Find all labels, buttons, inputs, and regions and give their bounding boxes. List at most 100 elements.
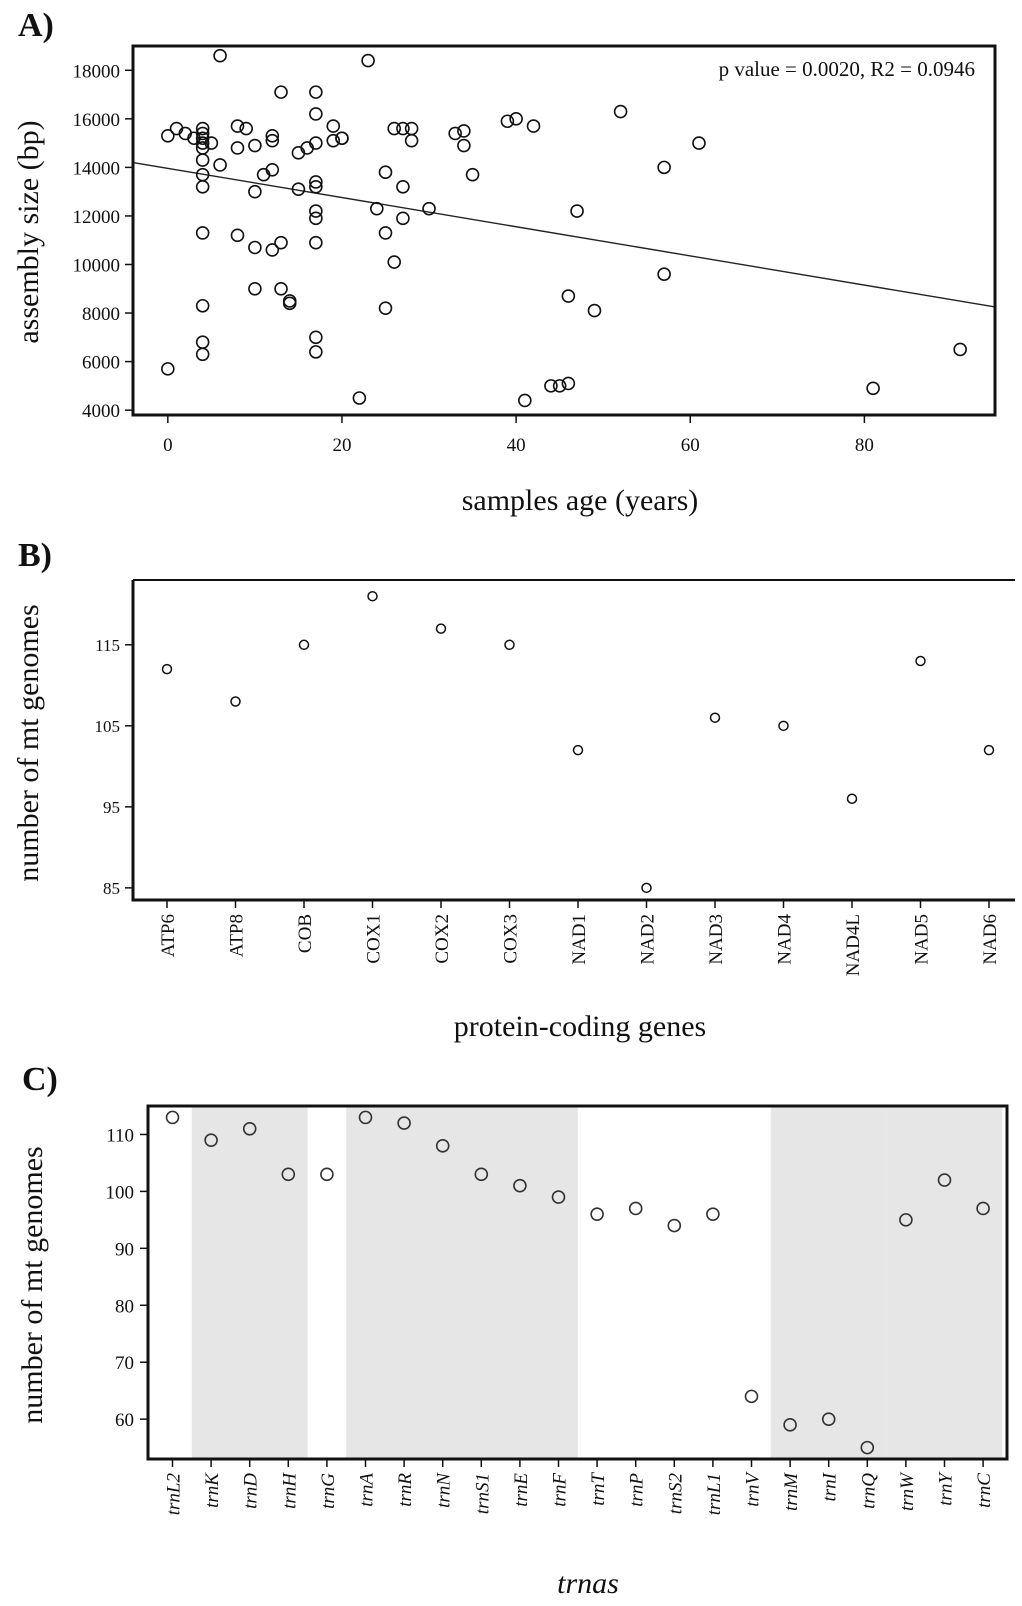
x-tick-label: 60: [681, 435, 700, 456]
y-tick-label: 8000: [82, 304, 120, 325]
data-point: [509, 112, 523, 126]
data-point: [309, 204, 323, 218]
data-point: [309, 180, 323, 194]
data-point: [396, 211, 410, 226]
data-point: [821, 1412, 836, 1426]
y-tick-label: 115: [95, 636, 120, 655]
data-point: [552, 379, 567, 393]
data-point: [320, 1167, 334, 1182]
plot-axes: [131, 580, 1015, 902]
data-point: [281, 1167, 296, 1182]
panel-c-xlabel: trnas: [557, 1567, 619, 1600]
data-point: [561, 376, 576, 391]
x-tick-label: trnI: [820, 1471, 841, 1501]
data-point: [465, 167, 480, 182]
x-tick-label: 40: [507, 435, 526, 456]
data-point: [387, 121, 402, 136]
data-point: [899, 1213, 913, 1227]
data-point: [378, 301, 393, 315]
data-point: [195, 136, 210, 150]
panel-b-letter: B): [18, 537, 52, 574]
data-point: [628, 1201, 643, 1216]
data-point: [309, 175, 323, 189]
data-point: [915, 655, 926, 667]
x-tick-label: NAD2: [638, 914, 659, 965]
shaded-band: [770, 1106, 887, 1459]
data-point: [457, 138, 471, 153]
data-point: [587, 303, 602, 318]
data-point: [274, 281, 288, 296]
x-tick-label: trnN: [434, 1472, 455, 1508]
data-point: [265, 163, 280, 177]
data-point: [474, 1167, 489, 1182]
data-point: [504, 639, 515, 651]
data-point: [326, 119, 341, 133]
data-point: [435, 623, 447, 634]
x-tick-label: ATP8: [227, 914, 248, 957]
y-tick-label: 95: [103, 798, 120, 817]
data-point: [213, 48, 227, 63]
data-point: [422, 201, 436, 216]
data-point: [239, 121, 253, 136]
panel-a-letter: A): [18, 7, 54, 44]
data-point: [378, 226, 393, 240]
y-tick-label: 90: [115, 1239, 134, 1260]
x-tick-label: trnC: [974, 1473, 995, 1508]
data-point: [230, 119, 245, 133]
data-point: [161, 663, 173, 675]
shaded-band: [346, 1106, 578, 1459]
data-point: [195, 335, 210, 349]
data-point: [161, 362, 175, 376]
data-point: [561, 289, 576, 303]
panel-a-xlabel: samples age (years): [462, 484, 699, 517]
regression-line: [132, 161, 996, 308]
data-point: [291, 182, 306, 197]
y-tick-label: 100: [106, 1182, 135, 1203]
data-point: [657, 160, 671, 175]
data-point: [274, 235, 288, 250]
x-tick-label: trnQ: [858, 1473, 879, 1509]
data-point: [369, 201, 384, 216]
y-tick-label: 70: [115, 1353, 134, 1374]
data-point: [570, 204, 584, 218]
data-point: [435, 1139, 450, 1153]
data-point: [641, 882, 652, 894]
data-point: [309, 345, 323, 359]
y-tick-label: 85: [103, 879, 120, 898]
shaded-band: [191, 1106, 308, 1459]
data-point: [195, 298, 210, 313]
x-tick-label: 0: [163, 435, 173, 456]
y-tick-label: 6000: [82, 353, 120, 374]
data-point: [265, 243, 280, 257]
data-point: [937, 1173, 952, 1187]
data-point: [457, 124, 471, 138]
panel-c-letter: C): [22, 1061, 58, 1098]
data-point: [396, 121, 410, 136]
data-point: [309, 107, 323, 121]
data-point: [230, 141, 245, 155]
x-tick-label: trnP: [627, 1473, 648, 1507]
data-point: [309, 235, 323, 250]
x-tick-label: trnR: [395, 1473, 416, 1507]
data-point: [161, 129, 175, 143]
x-tick-label: COX3: [501, 914, 522, 964]
x-tick-label: trnL2: [164, 1473, 185, 1516]
x-tick-label: trnT: [588, 1472, 609, 1506]
data-point: [572, 744, 584, 756]
data-point: [195, 226, 210, 240]
x-tick-label: NAD6: [980, 914, 1001, 965]
panel-a: A) p value = 0.0020, R2 = 0.0946 samples…: [12, 7, 997, 517]
x-tick-label: 80: [855, 435, 874, 456]
x-tick-label: trnS2: [665, 1473, 686, 1515]
data-point: [326, 133, 341, 148]
x-tick-label: trnY: [936, 1471, 957, 1506]
x-tick-label: NAD5: [912, 914, 933, 965]
data-point: [526, 119, 541, 133]
data-point: [396, 180, 410, 194]
data-point: [242, 1121, 257, 1136]
data-point: [204, 1133, 218, 1147]
panel-b-plot: 85 95 105 115 ATP6 ATP8 COB COX1 COX2 COX3 NAD1 NAD…: [95, 579, 1015, 976]
data-point: [778, 720, 789, 732]
x-tick-label: trnM: [781, 1472, 802, 1511]
